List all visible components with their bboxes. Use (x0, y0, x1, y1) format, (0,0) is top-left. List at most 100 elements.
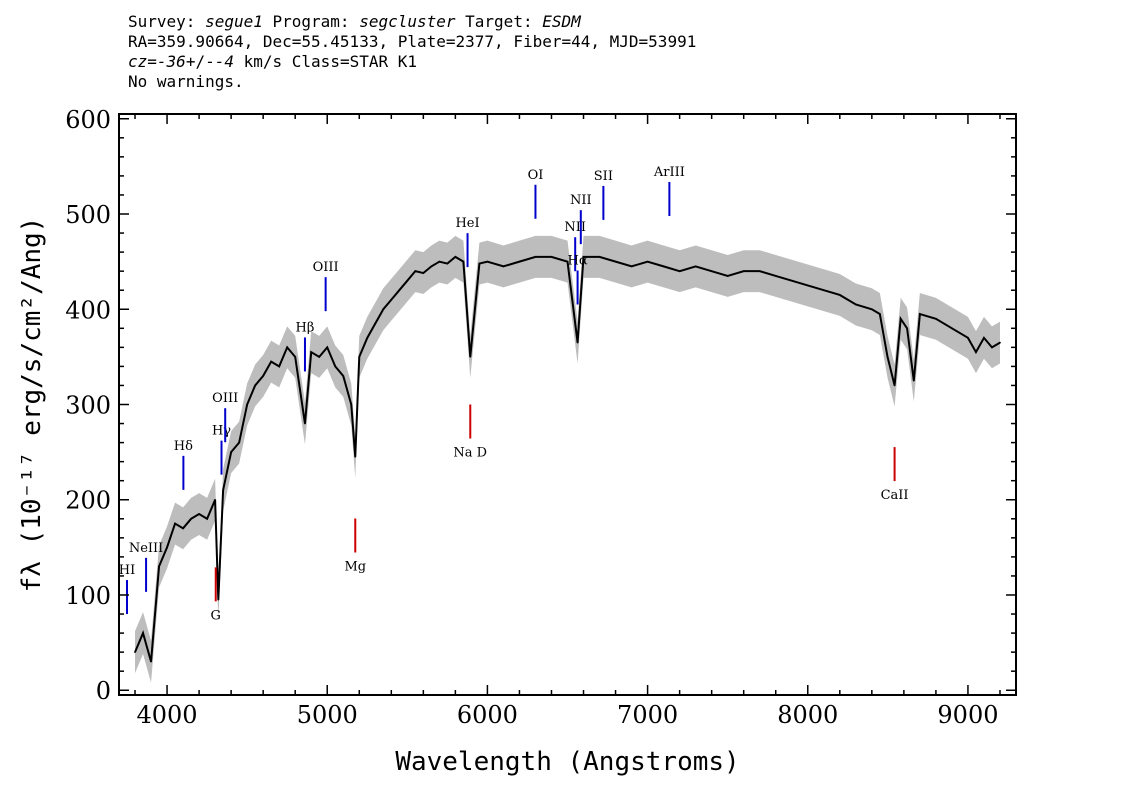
flux-point (294, 356, 296, 358)
flux-point (366, 337, 369, 339)
flux-point (318, 356, 321, 358)
flux-point (438, 260, 441, 263)
y-tick-label: 200 (65, 487, 111, 515)
flux-point (550, 256, 553, 258)
spectral-line-label: HeI (455, 216, 479, 231)
flux-point (566, 260, 569, 263)
flux-point (906, 327, 908, 330)
cz-plusminus: +/- (185, 52, 215, 71)
flux-point (206, 517, 208, 520)
flux-point (742, 270, 745, 272)
error-band-layer (135, 235, 1000, 683)
flux-point (806, 284, 809, 287)
flux-point (214, 498, 216, 501)
flux-point (598, 256, 601, 258)
flux-point (975, 351, 977, 353)
error-band (135, 235, 1000, 683)
flux-point (358, 356, 361, 358)
warnings-line: No warnings. (128, 72, 244, 91)
flux-point (422, 272, 425, 274)
flux-point (158, 565, 160, 568)
flux-point (350, 403, 353, 406)
class-line: km/s Class=STAR K1 (233, 52, 418, 71)
flux-point (478, 262, 481, 265)
spectral-line-label: Hγ (212, 424, 231, 439)
flux-point (991, 346, 993, 349)
x-tick-label: 7000 (617, 701, 678, 729)
flux-line (134, 255, 1001, 662)
spectral-line-label: Hα (568, 253, 588, 268)
coordinates-line: RA=359.90664, Dec=55.45133, Plate=2377, … (128, 32, 697, 51)
spectral-line-label: Hβ (296, 320, 315, 335)
spectral-line-label: SII (594, 169, 613, 184)
flux-point (134, 651, 136, 653)
flux-point (886, 356, 889, 358)
x-tick-label: 4000 (137, 701, 198, 729)
spectral-line-label: NeIII (129, 541, 163, 556)
flux-point (198, 513, 200, 515)
spectral-line-label: Mg (344, 560, 366, 575)
flux-point (406, 279, 409, 282)
spectral-line-label: NII (564, 220, 586, 235)
y-tick-label: 100 (65, 582, 111, 610)
survey-value: segue1 (205, 12, 263, 31)
flux-point (983, 337, 985, 339)
flux-point (390, 298, 393, 301)
flux-point (414, 270, 417, 272)
flux-point (142, 632, 144, 634)
flux-point (893, 384, 896, 387)
flux-point (222, 489, 224, 492)
flux-point (246, 403, 248, 406)
flux-point (166, 546, 168, 549)
flux-point (304, 422, 306, 425)
y-tick-label: 600 (65, 106, 111, 134)
spectrum-header: Survey: segue1 Program: segcluster Targe… (128, 12, 696, 92)
flux-point (913, 379, 915, 382)
flux-point (286, 346, 288, 349)
spectral-line-label: OI (528, 168, 544, 183)
target-label: Target: (455, 12, 543, 31)
flux-point (871, 308, 873, 311)
flux-point (630, 265, 633, 268)
flux-point (839, 294, 841, 296)
flux-point (899, 317, 902, 320)
flux-point (502, 265, 505, 268)
flux-point (374, 322, 377, 325)
spectral-line-label: HI (119, 563, 135, 578)
flux-point (430, 265, 433, 268)
x-tick-label: 5000 (297, 701, 358, 729)
flux-point (822, 289, 825, 292)
flux-point (310, 351, 313, 353)
spectral-line-label: ArIII (653, 165, 685, 180)
flux-point (262, 375, 264, 377)
flux-point (726, 275, 729, 277)
x-axis-title: Wavelength (Angstroms) (395, 747, 739, 777)
cz-label: cz= (128, 52, 157, 71)
target-value: ESDM (542, 12, 581, 31)
flux-point (382, 308, 385, 311)
flux-point (999, 341, 1001, 344)
spectral-line-label: OIII (313, 260, 339, 275)
flux-point (694, 265, 697, 268)
y-axis-title: fλ (10⁻¹⁷ erg/s/cm²/Ang) (17, 217, 47, 593)
flux-point (270, 360, 272, 363)
flux-point (150, 660, 152, 663)
flux-point (398, 289, 401, 292)
flux-point (469, 356, 472, 358)
program-value: segcluster (359, 12, 456, 31)
spectral-line-label: OIII (212, 391, 238, 406)
flux-point (518, 260, 521, 263)
flux-point (182, 527, 184, 530)
program-label: Program: (262, 12, 360, 31)
flux-point (462, 260, 465, 263)
flux-point (935, 317, 937, 320)
spectral-line-label: Na D (453, 446, 487, 461)
flux-point (662, 265, 665, 268)
y-tick-label: 500 (65, 201, 111, 229)
flux-line-layer (134, 255, 1001, 663)
flux-point (326, 346, 329, 349)
flux-point (919, 313, 921, 315)
flux-point (254, 384, 256, 387)
